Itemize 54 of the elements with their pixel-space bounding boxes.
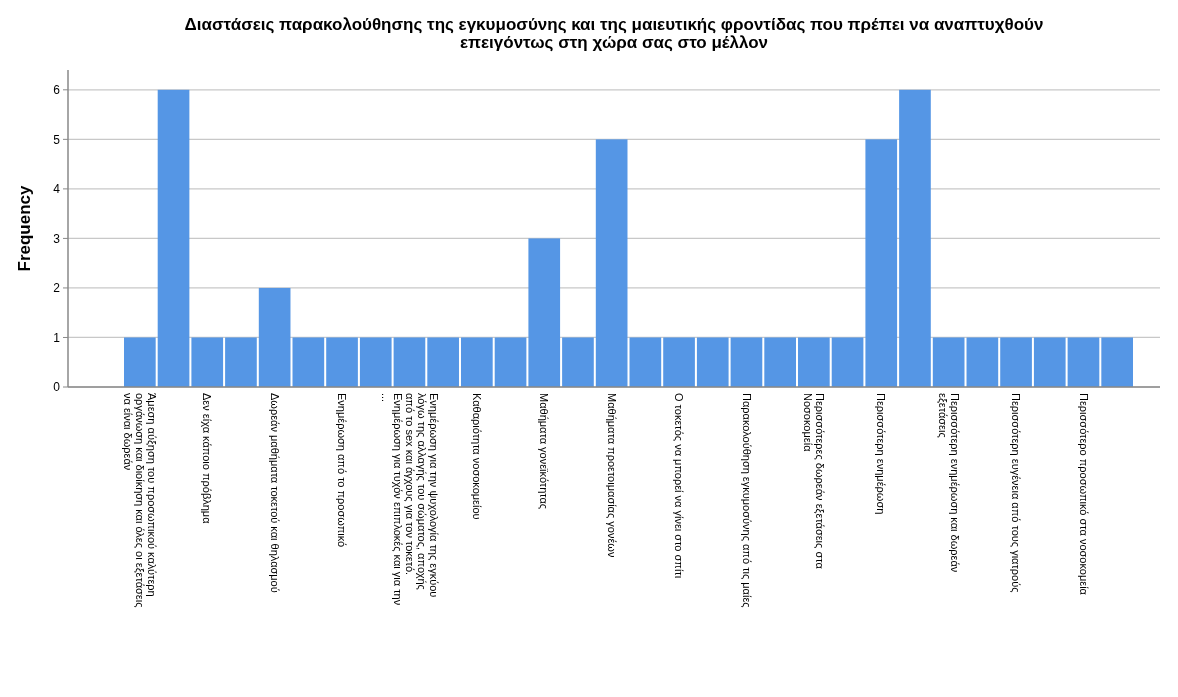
bar (427, 337, 459, 387)
bar (258, 287, 291, 387)
bar (696, 337, 729, 387)
bar (831, 337, 864, 387)
bar (191, 337, 224, 387)
bar (966, 337, 999, 387)
bar (359, 337, 392, 387)
bar (494, 337, 527, 387)
x-tick-label: Ενημέρωση από το προσωπικό (336, 393, 349, 548)
bar (393, 337, 426, 387)
x-tick-label: Περισσότερη ενημέρωση (875, 393, 888, 515)
bar (595, 139, 628, 387)
x-tick-label: Περισσότερη ενημέρωση και δωρεάν εξετάσεις (936, 393, 961, 573)
bar (932, 337, 965, 387)
bar (730, 337, 763, 387)
x-tick-label: Καθαριότητα νοσοκομείου (471, 393, 483, 520)
bar (1033, 337, 1066, 387)
bar (865, 139, 898, 387)
x-tick-label: Ενημέρωση για την ψυχολογία της εγκύου λόγω της αλλαγής του σώματος, αποχής από το sex και άγχους για τον τοκετό. Ενημέρωση για τυχόν επιπλοκές και για την ... (379, 393, 440, 606)
x-tick-label: Περισσότερες δωρεάν εξετάσεις στα Νοσοκομεία (802, 393, 826, 570)
bar (292, 337, 325, 387)
bar (461, 337, 493, 387)
bar (157, 89, 190, 387)
bar (225, 337, 257, 387)
chart-title: Διαστάσεις παρακολούθησης της εγκυμοσύνης και της μαιευτικής φροντίδας που πρέπει να αναπτυχθούν επειγόντως στη χώρα σας στο μέλλον (184, 15, 1044, 52)
y-tick-label: 6 (53, 83, 61, 98)
x-tick-label: Μαθήματα προετοιμασίας γονέων (605, 393, 618, 558)
bar (1101, 337, 1133, 387)
x-tick-label: Παρακολούθηση εγκυμοσύνης από τις μαίες (740, 393, 753, 608)
y-tick-label: 1 (53, 330, 61, 345)
y-tick-label: 0 (53, 380, 61, 395)
bar (663, 337, 695, 387)
x-tick-label: Δωρεάν μαθήματα τοκετού και θηλασμού (268, 393, 281, 593)
bar (1067, 337, 1100, 387)
y-axis-title: Frequency (14, 184, 34, 272)
bar (899, 89, 931, 387)
x-tick-label: Περισσότερο προσωπικό στα νοσοκομεία (1077, 393, 1090, 596)
bar (798, 337, 830, 387)
x-tick-label: Δεν είχα κάποιο πρόβλημα (201, 393, 214, 525)
bar (629, 337, 662, 387)
x-tick-label: Ο τοκετός να μπορεί να γίνει στο σπίτι (673, 393, 686, 579)
bar (326, 337, 358, 387)
x-tick-label: Μαθήματα γονεϊκότητας (538, 393, 551, 510)
y-tick-label: 4 (53, 182, 61, 197)
bar (124, 337, 156, 387)
x-tick-label: Περισσότερη ευγένεια από τους γιατρούς (1010, 393, 1023, 593)
bar (562, 337, 594, 387)
bar (764, 337, 796, 387)
y-tick-label: 2 (53, 281, 61, 296)
y-tick-label: 3 (53, 231, 61, 246)
bar (1000, 337, 1032, 387)
y-tick-label: 5 (53, 132, 61, 147)
bar (528, 238, 561, 387)
x-tick-label: Άμεση αύξηση του προσωπικού καλύτερη οργάνωση και διοίκηση και όλες οι εξετάσεις να είναι δωρεάν (121, 393, 158, 608)
